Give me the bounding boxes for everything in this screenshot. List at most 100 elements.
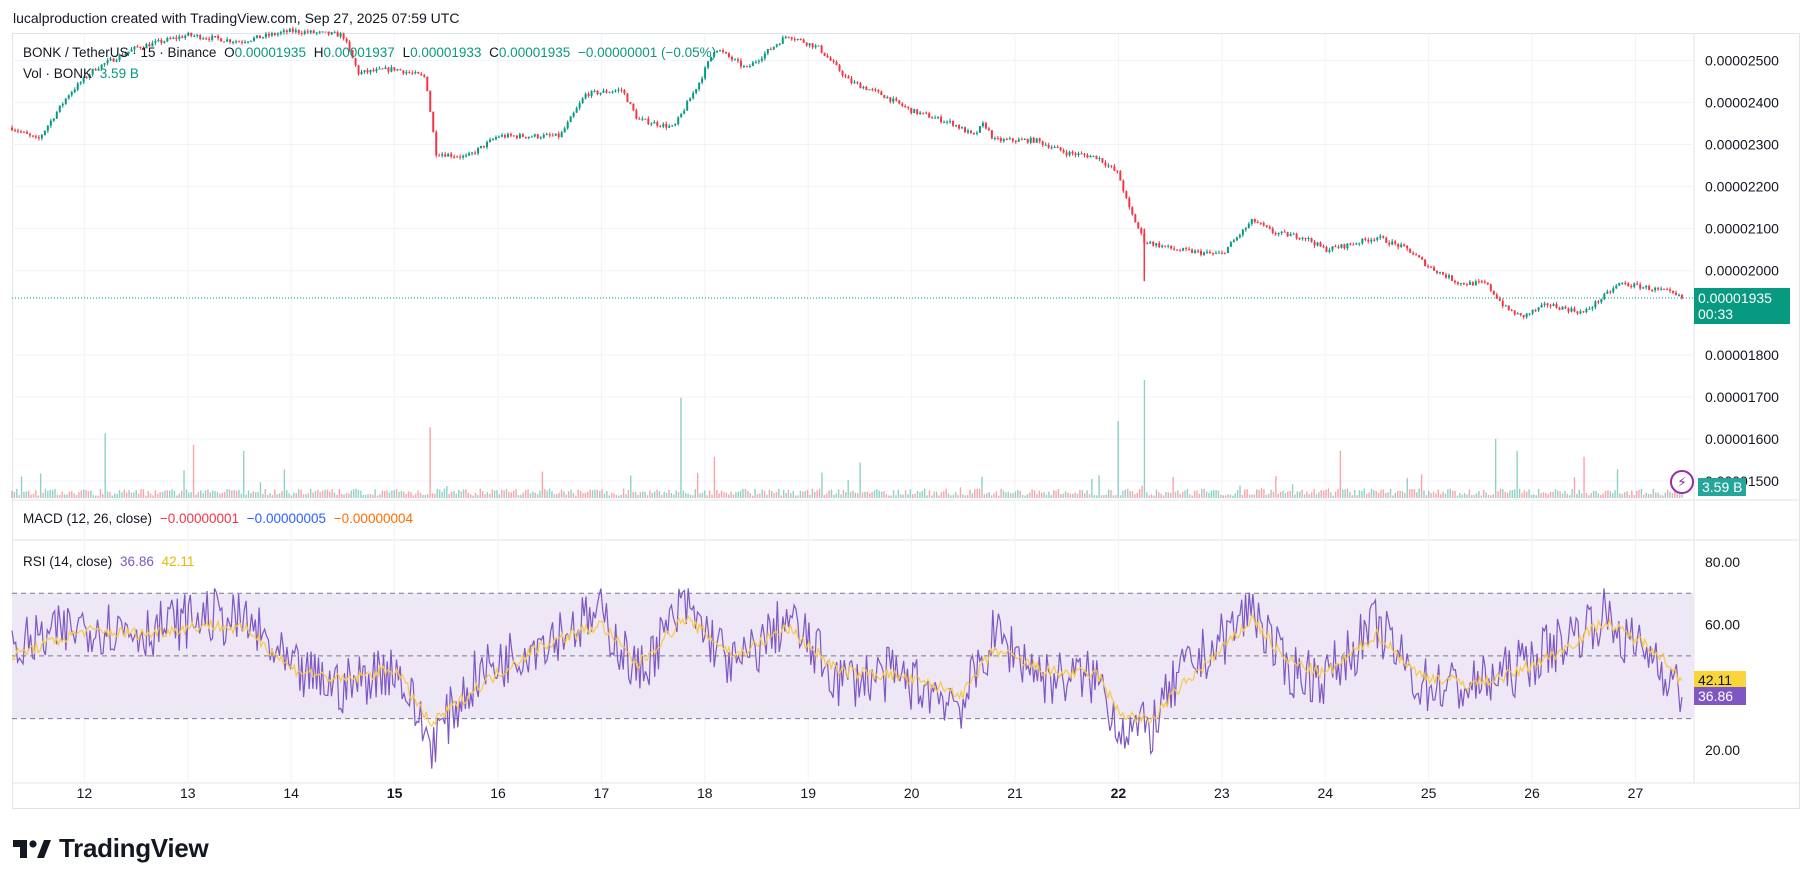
volume-bar: [1554, 489, 1557, 498]
macd-label[interactable]: MACD (12, 26, close): [23, 511, 153, 526]
volume-bar: [233, 489, 235, 498]
volume-bar: [63, 494, 66, 498]
candle-body: [844, 75, 847, 77]
volume-bar: [897, 489, 900, 498]
candle-body: [548, 134, 551, 136]
candle: [1059, 147, 1062, 152]
volume-bar: [216, 491, 219, 498]
lightning-icon[interactable]: ⚡: [1670, 470, 1694, 494]
candle: [503, 133, 506, 139]
candle: [497, 135, 500, 138]
candle-body: [1409, 248, 1412, 253]
candle: [1645, 285, 1648, 290]
volume-bar: [209, 492, 211, 498]
rsi-label[interactable]: RSI (14, close): [23, 554, 113, 569]
candle-body: [88, 74, 91, 78]
candle-body: [713, 52, 716, 57]
candle-body: [178, 36, 181, 39]
candle: [318, 30, 321, 35]
candle-body: [1173, 248, 1176, 250]
macd-legend: MACD (12, 26, close) −0.00000001 −0.0000…: [23, 511, 417, 526]
candle: [1630, 283, 1633, 289]
volume-bar: [816, 490, 818, 498]
volume-bar: [1009, 493, 1012, 498]
candle: [399, 68, 402, 71]
candle-body: [605, 90, 608, 93]
candle-body: [1645, 285, 1648, 288]
candle: [160, 38, 163, 46]
candle: [1217, 250, 1220, 254]
candle: [1313, 240, 1316, 248]
volume-bar: [1210, 490, 1213, 498]
volume-bar: [775, 491, 778, 498]
candle-body: [432, 111, 435, 133]
volume-bar: [293, 492, 295, 498]
volume-bar: [317, 489, 319, 498]
candle-body: [1271, 228, 1274, 234]
candle-body: [1283, 231, 1286, 233]
symbol-label[interactable]: BONK / TetherUS · 15 · Binance: [23, 45, 217, 60]
volume-bar: [1124, 489, 1127, 498]
candle-body: [1564, 306, 1567, 309]
candle-body: [668, 126, 671, 128]
candle-body: [169, 38, 172, 40]
volume-bar: [1344, 489, 1346, 498]
candle: [901, 102, 904, 108]
volume-bar: [257, 492, 259, 498]
candle: [196, 34, 199, 38]
candle-body: [1158, 243, 1161, 248]
volume-bar: [761, 489, 763, 498]
volume-value: 3.59 B: [99, 66, 139, 81]
candle-body: [172, 37, 175, 39]
volume-bar: [379, 494, 381, 498]
candle-body: [1310, 238, 1313, 242]
candle: [1173, 246, 1176, 251]
candle-body: [1376, 237, 1379, 240]
volume-bar: [348, 493, 350, 498]
candle: [411, 70, 414, 75]
candle: [1657, 286, 1660, 291]
volume-bar: [1461, 494, 1463, 498]
volume-bar: [1289, 490, 1291, 498]
volume-bar: [668, 489, 670, 498]
candle-body: [282, 30, 285, 33]
macd-value-3: −0.00000004: [333, 511, 413, 526]
candle: [1110, 165, 1113, 169]
candle-body: [1573, 308, 1576, 312]
last-price-value: 0.00001935: [1698, 290, 1772, 307]
volume-bar: [333, 492, 336, 498]
candle: [1397, 243, 1400, 250]
candle: [1373, 237, 1376, 242]
candle-body: [196, 34, 199, 36]
volume-bar: [1146, 492, 1148, 498]
candle: [695, 88, 698, 95]
volume-bar: [121, 492, 123, 498]
candle-body: [999, 138, 1002, 142]
volume-bar: [1181, 491, 1184, 498]
candle: [303, 29, 306, 36]
candle: [1591, 306, 1594, 312]
volume-bar: [914, 493, 916, 498]
volume-bar: [286, 490, 288, 498]
candle-body: [121, 54, 124, 56]
volume-bar: [1468, 489, 1471, 498]
candle-body: [901, 103, 904, 106]
candle-body: [680, 113, 683, 118]
volume-bar: [1557, 490, 1559, 498]
volume-bar: [364, 494, 367, 498]
volume-bar: [1251, 494, 1253, 498]
candle: [270, 31, 273, 38]
candle: [1211, 252, 1214, 256]
volume-bar: [125, 492, 128, 498]
tradingview-logo[interactable]: TradingView: [13, 833, 209, 864]
candle: [1528, 313, 1531, 316]
candle: [435, 130, 438, 158]
candle: [1624, 280, 1627, 286]
candle-body: [1498, 298, 1501, 301]
volume-label[interactable]: Vol · BONK: [23, 66, 93, 81]
volume-bar: [725, 492, 728, 498]
candle-body: [1654, 287, 1657, 291]
volume-bar: [1301, 489, 1303, 498]
candle: [118, 53, 121, 62]
